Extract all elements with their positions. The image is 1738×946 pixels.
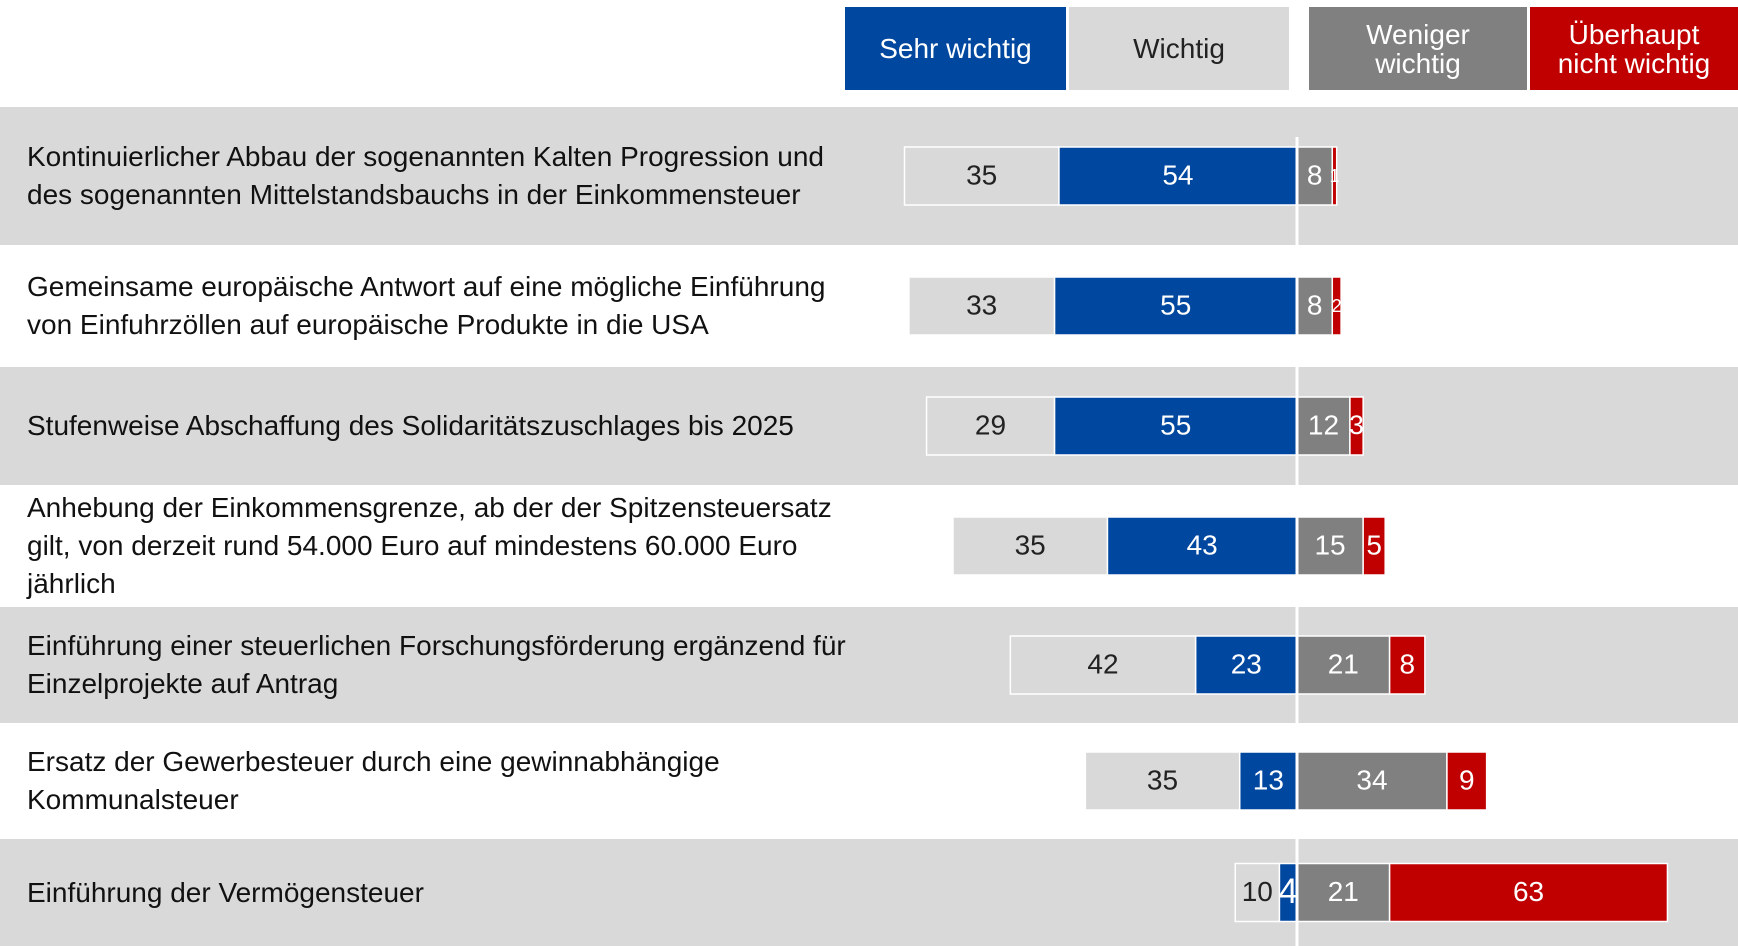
bar-segment xyxy=(1331,146,1338,206)
bar-segment xyxy=(908,276,1056,336)
value-label: 21 xyxy=(1328,876,1359,907)
value-label: 8 xyxy=(1307,159,1323,190)
value-label: 55 xyxy=(1160,409,1191,440)
bar-segment xyxy=(903,146,1060,206)
category-label: Ersatz der Gewerbesteuer durch eine gewi… xyxy=(27,746,720,815)
bar-segment xyxy=(1084,751,1241,811)
value-label: 35 xyxy=(966,159,997,190)
bar-segment xyxy=(1194,635,1298,695)
value-label: 23 xyxy=(1231,648,1262,679)
value-label: 1 xyxy=(1329,166,1339,186)
value-label: 8 xyxy=(1399,648,1415,679)
bar-segment xyxy=(1053,396,1298,456)
bar-segment xyxy=(1331,276,1342,336)
value-label: 35 xyxy=(1147,764,1178,795)
category-label: Gemeinsame europäische Antwort auf eine … xyxy=(27,271,826,340)
category-label: Einführung einer steuerlichen Forschungs… xyxy=(27,630,846,699)
value-label: 42 xyxy=(1087,648,1118,679)
row-background xyxy=(0,607,1738,723)
value-label: 13 xyxy=(1253,764,1284,795)
bar-segment xyxy=(1446,751,1488,811)
bar-segment xyxy=(1296,751,1448,811)
value-label: 2 xyxy=(1332,296,1342,316)
value-label: 43 xyxy=(1187,529,1218,560)
value-label: 29 xyxy=(975,409,1006,440)
value-label: 33 xyxy=(966,289,997,320)
bar-segment xyxy=(1388,862,1669,923)
value-label: 21 xyxy=(1328,648,1359,679)
legend-label: Weniger wichtig xyxy=(1366,18,1470,79)
row-background xyxy=(0,367,1738,485)
bar-segment xyxy=(1058,146,1298,206)
bar-segment xyxy=(1349,396,1364,456)
bar-segment xyxy=(1362,516,1386,576)
category-label: Anhebung der Einkommensgrenze, ab der de… xyxy=(27,492,832,599)
row-background xyxy=(11,485,1738,607)
value-label: 34 xyxy=(1356,764,1387,795)
value-label: 55 xyxy=(1160,289,1191,320)
value-label: 9 xyxy=(1459,764,1475,795)
legend-entry: Sehr wichtig xyxy=(845,7,1066,90)
value-label: 4 xyxy=(1278,872,1298,911)
row-background xyxy=(0,107,1738,245)
category-label: Kontinuierlicher Abbau der sogenannten K… xyxy=(27,141,825,210)
bar-segment xyxy=(925,396,1056,456)
value-label: 10 xyxy=(1242,876,1273,907)
value-label: 15 xyxy=(1314,529,1345,560)
bar-segment xyxy=(1234,862,1281,923)
value-label: 63 xyxy=(1513,876,1544,907)
category-label: Einführung der Vermögensteuer xyxy=(27,876,424,908)
legend-entry: Wichtig xyxy=(1069,7,1289,90)
bar-segment xyxy=(1296,516,1364,576)
legend-entry: Weniger wichtig xyxy=(1309,7,1527,90)
bar-segment xyxy=(952,516,1109,576)
value-label: 8 xyxy=(1307,289,1323,320)
value-label: 12 xyxy=(1308,409,1339,440)
bar-segment xyxy=(1388,635,1426,695)
legend-label: Sehr wichtig xyxy=(879,33,1032,64)
value-label: 35 xyxy=(1015,529,1046,560)
bar-segment xyxy=(1053,276,1298,336)
legend-label: Wichtig xyxy=(1133,33,1225,64)
value-label: 54 xyxy=(1162,159,1193,190)
value-label: 3 xyxy=(1349,410,1364,440)
legend-label: Überhaupt nicht wichtig xyxy=(1557,18,1711,79)
bar-segment xyxy=(1009,635,1197,695)
category-label: Stufenweise Abschaffung des Solidaritäts… xyxy=(27,410,794,441)
row-background xyxy=(11,245,1738,367)
value-label: 5 xyxy=(1366,529,1382,560)
legend-entry: Überhaupt nicht wichtig xyxy=(1530,7,1738,90)
bar-segment xyxy=(1296,146,1334,206)
